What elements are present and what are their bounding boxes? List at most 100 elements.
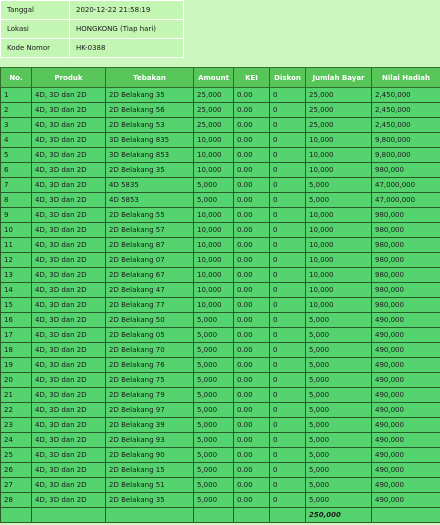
cell-amount: 10,000 bbox=[193, 297, 234, 313]
info-label: Kode Nomor bbox=[0, 38, 70, 58]
cell-produk: 4D, 3D dan 2D bbox=[31, 432, 106, 448]
table-row: 25 4D, 3D dan 2D 2D Belakang 90 5,000 0.00 0 5… bbox=[0, 447, 440, 463]
cell-amount: 5,000 bbox=[193, 327, 234, 343]
cell-jumlah-bayar: 10,000 bbox=[305, 252, 372, 268]
cell-produk: 4D, 3D dan 2D bbox=[31, 312, 106, 328]
cell-amount: 5,000 bbox=[193, 312, 234, 328]
table-row: 17 4D, 3D dan 2D 2D Belakang 05 5,000 0.00 0 5… bbox=[0, 327, 440, 343]
cell-no: 24 bbox=[0, 432, 32, 448]
cell-diskon: 0 bbox=[269, 477, 306, 493]
table-row: 9 4D, 3D dan 2D 2D Belakang 55 10,000 0.00 0 1… bbox=[0, 207, 440, 223]
table-row: 5 4D, 3D dan 2D 3D Belakang 853 10,000 0.00 0… bbox=[0, 147, 440, 163]
cell-kei: 0.00 bbox=[233, 117, 270, 133]
info-label: Lokasi bbox=[0, 19, 70, 39]
cell-produk: 4D, 3D dan 2D bbox=[31, 237, 106, 253]
cell-kei: 0.00 bbox=[233, 147, 270, 163]
cell-tebakan: 2D Belakang 39 bbox=[105, 417, 194, 433]
cell-nilai-hadiah: 980,000 bbox=[371, 207, 440, 223]
cell-tebakan: 2D Belakang 35 bbox=[105, 162, 194, 178]
cell-no: 16 bbox=[0, 312, 32, 328]
cell-kei: 0.00 bbox=[233, 177, 270, 193]
cell-produk: 4D, 3D dan 2D bbox=[31, 207, 106, 223]
cell-amount: 5,000 bbox=[193, 372, 234, 388]
cell-tebakan: 3D Belakang 853 bbox=[105, 147, 194, 163]
cell-kei: 0.00 bbox=[233, 417, 270, 433]
cell-diskon: 0 bbox=[269, 297, 306, 313]
cell-amount: 10,000 bbox=[193, 132, 234, 148]
cell-tebakan: 2D Belakang 07 bbox=[105, 252, 194, 268]
cell-jumlah-bayar: 5,000 bbox=[305, 432, 372, 448]
cell-produk: 4D, 3D dan 2D bbox=[31, 177, 106, 193]
cell-jumlah-bayar: 10,000 bbox=[305, 237, 372, 253]
cell-no: 4 bbox=[0, 132, 32, 148]
cell-jumlah-bayar: 5,000 bbox=[305, 492, 372, 508]
cell-no: 17 bbox=[0, 327, 32, 343]
cell-tebakan: 2D Belakang 97 bbox=[105, 402, 194, 418]
cell-kei: 0.00 bbox=[233, 477, 270, 493]
cell-amount: 25,000 bbox=[193, 87, 234, 103]
cell-diskon: 0 bbox=[269, 222, 306, 238]
info-value: HK-0388 bbox=[69, 38, 184, 58]
cell-no: 14 bbox=[0, 282, 32, 298]
cell-diskon: 0 bbox=[269, 252, 306, 268]
cell-amount: 10,000 bbox=[193, 147, 234, 163]
cell-produk: 4D, 3D dan 2D bbox=[31, 102, 106, 118]
cell-no: 20 bbox=[0, 372, 32, 388]
cell-nilai-hadiah: 980,000 bbox=[371, 237, 440, 253]
cell-amount: 10,000 bbox=[193, 282, 234, 298]
cell-no: 9 bbox=[0, 207, 32, 223]
header-tebakan: Tebakan bbox=[105, 67, 194, 88]
info-label: Tanggal bbox=[0, 0, 70, 20]
cell-diskon: 0 bbox=[269, 402, 306, 418]
cell-produk: 4D, 3D dan 2D bbox=[31, 372, 106, 388]
cell-kei: 0.00 bbox=[233, 132, 270, 148]
cell-amount: 5,000 bbox=[193, 447, 234, 463]
cell-diskon: 0 bbox=[269, 132, 306, 148]
table-row: 11 4D, 3D dan 2D 2D Belakang 87 10,000 0.00 0… bbox=[0, 237, 440, 253]
cell-diskon: 0 bbox=[269, 87, 306, 103]
cell-amount: 10,000 bbox=[193, 267, 234, 283]
header-no: No. bbox=[0, 67, 32, 88]
info-value: HONGKONG (Tiap hari) bbox=[69, 19, 184, 39]
cell-produk: 4D, 3D dan 2D bbox=[31, 357, 106, 373]
cell-produk: 4D, 3D dan 2D bbox=[31, 492, 106, 508]
cell-tebakan: 2D Belakang 70 bbox=[105, 342, 194, 358]
cell-amount: 10,000 bbox=[193, 252, 234, 268]
info-row-lokasi: Lokasi HONGKONG (Tiap hari) bbox=[0, 19, 184, 39]
table-row: 4 4D, 3D dan 2D 3D Belakang 835 10,000 0.00 0… bbox=[0, 132, 440, 148]
cell-nilai-hadiah: 490,000 bbox=[371, 447, 440, 463]
cell-kei: 0.00 bbox=[233, 267, 270, 283]
cell-jumlah-bayar: 10,000 bbox=[305, 162, 372, 178]
table-row: 15 4D, 3D dan 2D 2D Belakang 77 10,000 0.00 0… bbox=[0, 297, 440, 313]
cell-kei: 0.00 bbox=[233, 102, 270, 118]
cell-produk: 4D, 3D dan 2D bbox=[31, 462, 106, 478]
cell-jumlah-bayar: 5,000 bbox=[305, 477, 372, 493]
cell-kei: 0.00 bbox=[233, 402, 270, 418]
cell-diskon: 0 bbox=[269, 372, 306, 388]
info-value: 2020-12-22 21:58:19 bbox=[69, 0, 184, 20]
cell-tebakan: 2D Belakang 15 bbox=[105, 462, 194, 478]
cell-tebakan: 2D Belakang 47 bbox=[105, 282, 194, 298]
cell-kei: 0.00 bbox=[233, 297, 270, 313]
cell-jumlah-bayar: 5,000 bbox=[305, 327, 372, 343]
table-row: 27 4D, 3D dan 2D 2D Belakang 51 5,000 0.00 0 5… bbox=[0, 477, 440, 493]
cell-amount: 5,000 bbox=[193, 402, 234, 418]
total-row: 250,000 bbox=[0, 507, 440, 523]
cell-nilai-hadiah: 47,000,000 bbox=[371, 177, 440, 193]
cell-nilai-hadiah: 47,000,000 bbox=[371, 192, 440, 208]
cell-no: 25 bbox=[0, 447, 32, 463]
cell-tebakan: 2D Belakang 90 bbox=[105, 447, 194, 463]
cell-amount: 10,000 bbox=[193, 222, 234, 238]
transaction-info-table: Tanggal 2020-12-22 21:58:19 Lokasi HONGK… bbox=[0, 0, 184, 58]
cell-diskon: 0 bbox=[269, 192, 306, 208]
cell-jumlah-bayar: 5,000 bbox=[305, 312, 372, 328]
table-header-row: No. Produk Tebakan Amount KEI Diskon Jum… bbox=[0, 67, 440, 88]
table-row: 6 4D, 3D dan 2D 2D Belakang 35 10,000 0.00 0 1… bbox=[0, 162, 440, 178]
cell-jumlah-bayar: 10,000 bbox=[305, 222, 372, 238]
total-jumlah-bayar: 250,000 bbox=[305, 507, 372, 523]
cell-nilai-hadiah: 490,000 bbox=[371, 312, 440, 328]
cell-nilai-hadiah: 490,000 bbox=[371, 462, 440, 478]
cell-no: 26 bbox=[0, 462, 32, 478]
cell-produk: 4D, 3D dan 2D bbox=[31, 327, 106, 343]
table-row: 13 4D, 3D dan 2D 2D Belakang 67 10,000 0.00 0… bbox=[0, 267, 440, 283]
